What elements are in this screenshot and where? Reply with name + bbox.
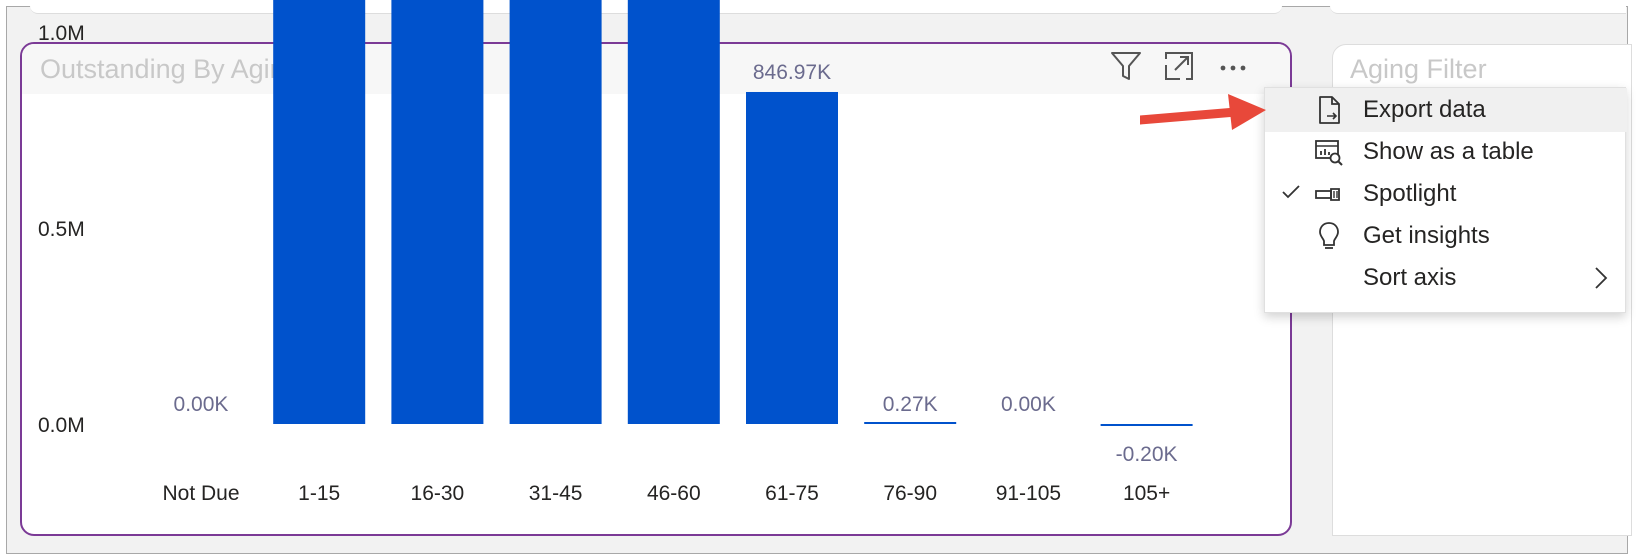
menu-label-spotlight: Spotlight bbox=[1363, 180, 1457, 207]
x-tick-label: 16-30 bbox=[411, 482, 465, 505]
more-options-icon bbox=[1220, 65, 1246, 71]
x-tick-label: 1-15 bbox=[298, 482, 340, 505]
annotation-arrow bbox=[1140, 94, 1266, 130]
menu-label-get-insights: Get insights bbox=[1363, 222, 1490, 249]
data-label: 0.00K bbox=[174, 393, 229, 416]
data-label: 0.00K bbox=[1001, 393, 1056, 416]
menu-item-spotlight[interactable]: Spotlight bbox=[1265, 172, 1627, 216]
bar bbox=[273, 0, 366, 424]
show-table-icon bbox=[1315, 140, 1343, 166]
bar bbox=[864, 422, 957, 424]
filter-icon bbox=[1111, 52, 1141, 80]
x-tick-label: 61-75 bbox=[765, 482, 819, 505]
focus-mode-button[interactable] bbox=[1159, 46, 1199, 86]
y-tick-label: 1.0M bbox=[38, 22, 85, 45]
bar bbox=[391, 0, 484, 424]
x-tick-label: 76-90 bbox=[883, 482, 937, 505]
menu-label-sort-axis: Sort axis bbox=[1363, 264, 1457, 291]
data-label: 846.97K bbox=[753, 61, 831, 84]
data-label: 0.27K bbox=[883, 393, 938, 416]
x-tick-label: 105+ bbox=[1123, 482, 1170, 505]
menu-item-get-insights[interactable]: Get insights bbox=[1265, 214, 1627, 258]
filter-button[interactable] bbox=[1106, 46, 1146, 86]
menu-item-export-data[interactable]: Export data bbox=[1265, 88, 1627, 132]
lightbulb-icon bbox=[1319, 222, 1339, 249]
x-tick-label: 91-105 bbox=[996, 482, 1061, 505]
bar bbox=[627, 0, 720, 425]
focus-mode-icon bbox=[1165, 52, 1193, 80]
y-tick-label: 0.0M bbox=[38, 414, 85, 437]
bar bbox=[1100, 424, 1193, 426]
x-tick-label: 31-45 bbox=[529, 482, 583, 505]
aging-filter-title: Aging Filter bbox=[1350, 54, 1487, 84]
top-visual-edge-right bbox=[1330, 6, 1626, 14]
checkmark-icon bbox=[1282, 185, 1300, 199]
data-label: -0.20K bbox=[1116, 443, 1178, 466]
menu-label-show-as-table: Show as a table bbox=[1363, 138, 1534, 165]
bar bbox=[509, 0, 602, 424]
menu-label-export-data: Export data bbox=[1363, 96, 1486, 123]
y-tick-label: 0.5M bbox=[38, 218, 85, 241]
x-tick-label: Not Due bbox=[162, 482, 239, 505]
chevron-right-icon bbox=[1595, 267, 1608, 289]
more-options-button[interactable] bbox=[1213, 46, 1253, 86]
spotlight-icon bbox=[1315, 188, 1340, 201]
x-tick-label: 46-60 bbox=[647, 482, 701, 505]
menu-item-sort-axis[interactable]: Sort axis bbox=[1265, 256, 1627, 300]
visual-title: Outstanding By Aging bbox=[40, 54, 300, 84]
bar bbox=[746, 91, 838, 424]
context-menu: Export data Show as a table Spotlight Ge… bbox=[1264, 87, 1627, 313]
export-data-icon bbox=[1319, 96, 1340, 124]
menu-item-show-as-table[interactable]: Show as a table bbox=[1265, 130, 1627, 174]
